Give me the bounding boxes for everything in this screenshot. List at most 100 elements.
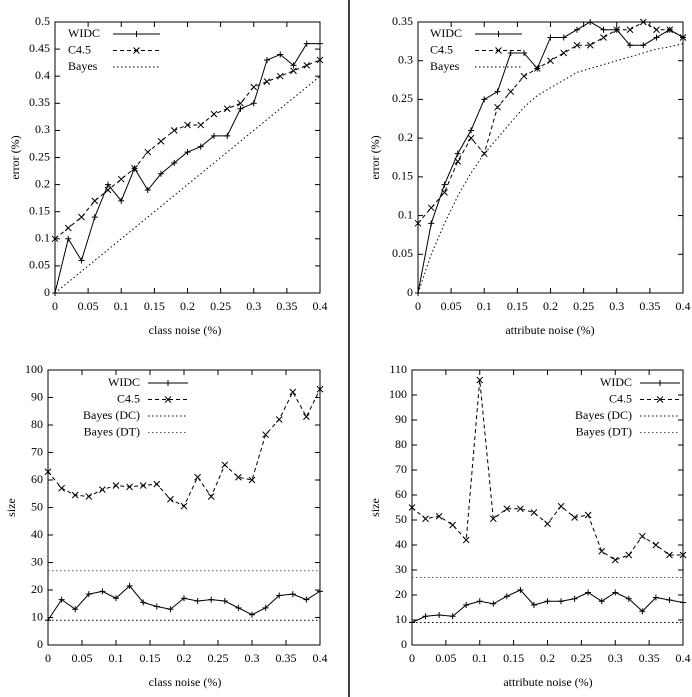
x-tick-label: 0.25	[210, 299, 231, 313]
point-marker	[625, 551, 633, 559]
point-marker	[517, 587, 524, 593]
point-marker	[480, 150, 488, 157]
x-tick-label: 0.35	[276, 651, 297, 665]
y-tick-label: 0	[44, 285, 50, 299]
point-marker	[530, 602, 537, 608]
y-axis-label: size	[368, 498, 382, 517]
point-marker	[316, 56, 324, 64]
point-marker	[133, 47, 140, 54]
x-tick-label: 0.05	[441, 299, 462, 313]
point-marker	[625, 595, 632, 602]
point-marker	[652, 594, 659, 601]
x-tick-label: 0.2	[540, 651, 555, 665]
x-tick-label: 0.3	[245, 651, 260, 665]
x-tick-label: 0.05	[78, 299, 99, 313]
point-marker	[463, 602, 470, 608]
point-marker	[99, 588, 106, 595]
point-marker	[414, 219, 422, 227]
point-marker	[489, 515, 497, 523]
y-tick-label: 0.3	[398, 52, 413, 66]
point-marker	[112, 482, 120, 489]
point-marker	[105, 181, 111, 188]
point-marker	[207, 493, 215, 500]
point-marker	[197, 143, 204, 150]
x-tick-label: 0.2	[180, 299, 195, 313]
point-marker	[208, 596, 215, 603]
y-tick-label: 0.2	[35, 176, 50, 190]
point-marker	[639, 608, 646, 615]
point-marker	[58, 596, 65, 603]
y-tick-label: 0.35	[392, 14, 413, 28]
point-marker	[250, 83, 258, 91]
x-tick-label: 0.05	[72, 651, 93, 665]
point-marker	[666, 597, 673, 603]
point-marker	[454, 158, 462, 165]
point-marker	[248, 476, 256, 484]
y-tick-label: 30	[395, 562, 407, 576]
x-tick-label: 0.05	[435, 651, 456, 665]
point-marker	[184, 149, 191, 156]
point-marker	[91, 197, 99, 205]
x-tick-label: 0	[52, 299, 58, 313]
x-tick-label: 0.1	[477, 299, 492, 313]
point-marker	[126, 582, 133, 589]
point-marker	[436, 612, 443, 618]
point-marker	[181, 595, 187, 602]
point-marker	[275, 416, 283, 423]
y-tick-label: 100	[25, 362, 43, 376]
point-marker	[167, 606, 174, 613]
plot: 0 10 20 30 40 50 60 70 80 90 100 0 0.05 0.1 0.15 0.2 0.2…	[4, 362, 328, 689]
x-axis-label: attribute noise (%)	[505, 323, 594, 337]
y-tick-label: 110	[389, 362, 407, 376]
y-tick-label: 0.35	[29, 95, 50, 109]
x-tick-label: 0.35	[639, 651, 660, 665]
point-marker	[197, 121, 205, 129]
y-tick-label: 10	[395, 612, 407, 626]
point-marker	[494, 103, 501, 111]
point-marker	[517, 505, 524, 513]
point-marker	[277, 51, 284, 58]
x-tick-label: 0	[415, 299, 421, 313]
point-marker	[495, 47, 502, 54]
y-tick-label: 100	[389, 387, 407, 401]
point-marker	[598, 598, 605, 605]
x-tick-label: 0.3	[246, 299, 261, 313]
point-marker	[468, 127, 474, 134]
point-marker	[476, 376, 484, 384]
x-tick-label: 0.25	[571, 651, 592, 665]
point-marker	[611, 556, 619, 564]
point-marker	[262, 604, 269, 611]
x-tick-label: 0.4	[313, 299, 328, 313]
legend-label: Bayes (DT)	[576, 424, 632, 438]
point-marker	[626, 26, 634, 34]
legend-label: C4.5	[430, 42, 453, 56]
point-marker	[263, 78, 271, 85]
point-marker	[303, 413, 310, 421]
point-marker	[652, 541, 660, 549]
point-marker	[71, 491, 79, 499]
point-marker	[490, 600, 497, 607]
x-tick-label: 0.15	[144, 299, 165, 313]
point-marker	[657, 380, 663, 386]
point-marker	[481, 96, 488, 103]
point-marker	[627, 42, 633, 49]
point-marker	[530, 509, 538, 516]
point-marker	[557, 502, 565, 510]
point-marker	[290, 67, 297, 75]
point-marker	[571, 595, 578, 602]
point-marker	[544, 520, 551, 528]
point-marker	[587, 19, 594, 25]
point-marker	[153, 603, 160, 610]
x-tick-label: 0.15	[503, 651, 524, 665]
point-marker	[598, 547, 606, 555]
y-tick-label: 0.45	[29, 41, 50, 55]
point-marker	[237, 105, 244, 112]
point-marker	[126, 483, 133, 491]
point-marker	[289, 388, 297, 396]
y-tick-label: 0.15	[392, 169, 413, 183]
y-tick-label: 0.5	[35, 14, 50, 28]
point-marker	[653, 34, 660, 41]
legend-label: Bayes	[430, 59, 460, 73]
y-tick-label: 0	[37, 637, 43, 651]
